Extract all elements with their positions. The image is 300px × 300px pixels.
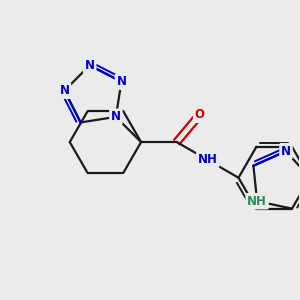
Text: NH: NH [198,153,218,167]
Text: N: N [85,59,95,72]
Text: N: N [111,110,121,123]
Text: N: N [59,84,69,97]
Text: O: O [195,108,205,121]
Text: N: N [281,145,291,158]
Text: N: N [116,75,126,88]
Text: NH: NH [247,195,267,208]
